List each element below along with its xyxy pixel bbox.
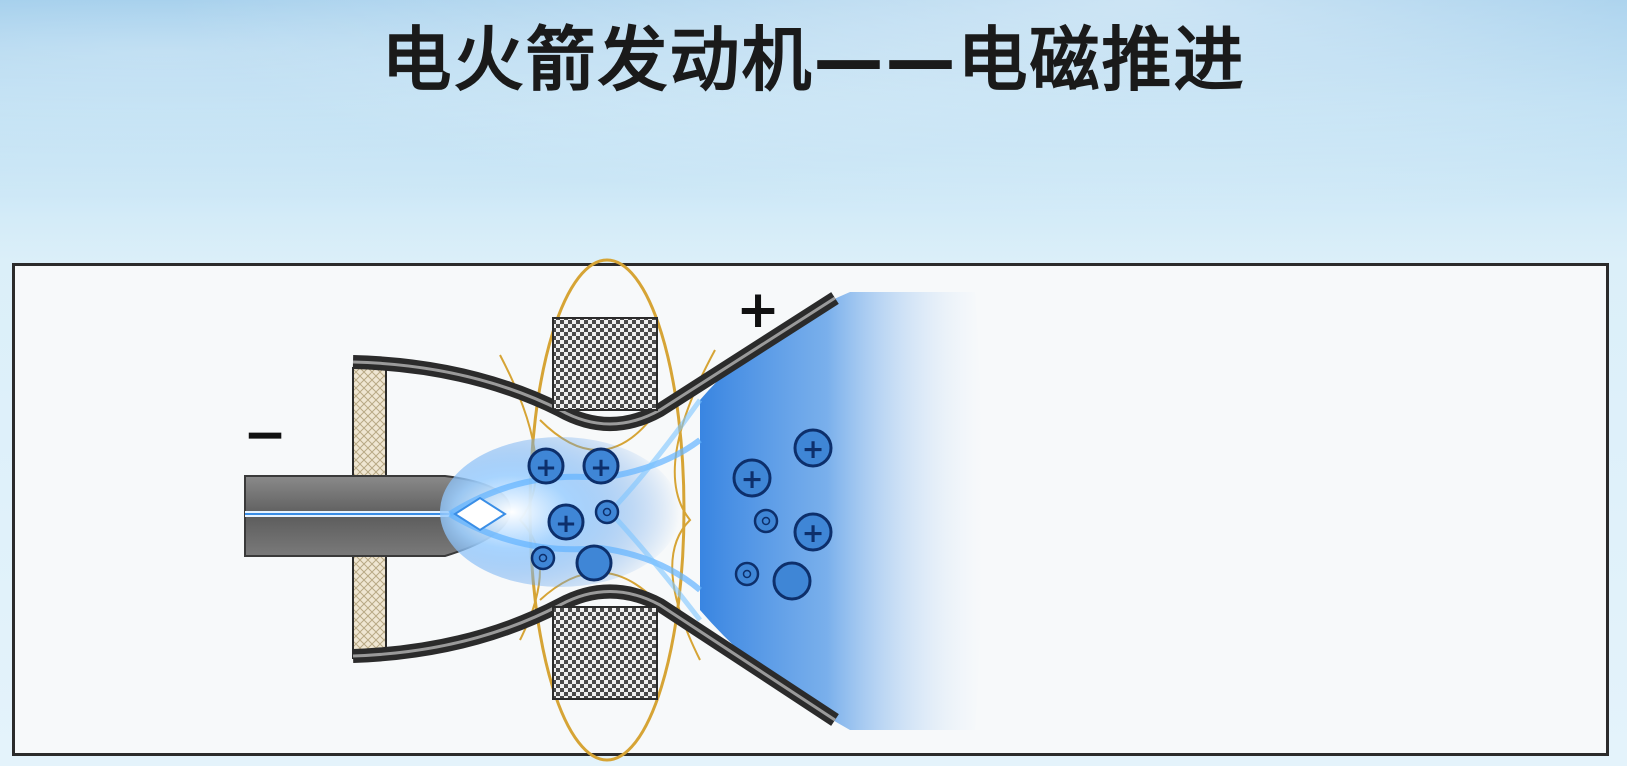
discharge-jet-3 [608,398,703,514]
discharge-jet-4 [608,510,702,622]
anode-sign: + [736,280,780,340]
svg-text:+: + [802,434,825,465]
cathode-sign: − [243,405,287,465]
particle-small [530,545,556,571]
ion-positive: + [732,458,772,498]
magnetic-coil-upper [552,317,658,411]
exhaust-plume [700,292,983,730]
particle-small [734,561,760,587]
ion-positive: + [582,447,620,485]
particle-small [594,499,620,525]
ion-positive: + [793,428,833,468]
svg-text:+: + [590,453,612,483]
magnetic-field-line-2 [671,349,716,661]
particle-large [575,544,613,582]
magnetic-coil-lower [552,606,658,700]
background-haze [0,0,1627,260]
page-title: 电火箭发动机——电磁推进 [381,19,1246,101]
svg-text:+: + [741,464,764,495]
ion-positive: + [527,447,565,485]
particle-large [772,561,812,601]
svg-text:+: + [555,509,577,539]
svg-text:+: + [802,518,825,549]
ion-positive: + [793,512,833,552]
particle-small [753,508,779,534]
svg-text:+: + [535,453,557,483]
nozzle-tip-arc [453,496,507,532]
ion-positive: + [547,503,585,541]
